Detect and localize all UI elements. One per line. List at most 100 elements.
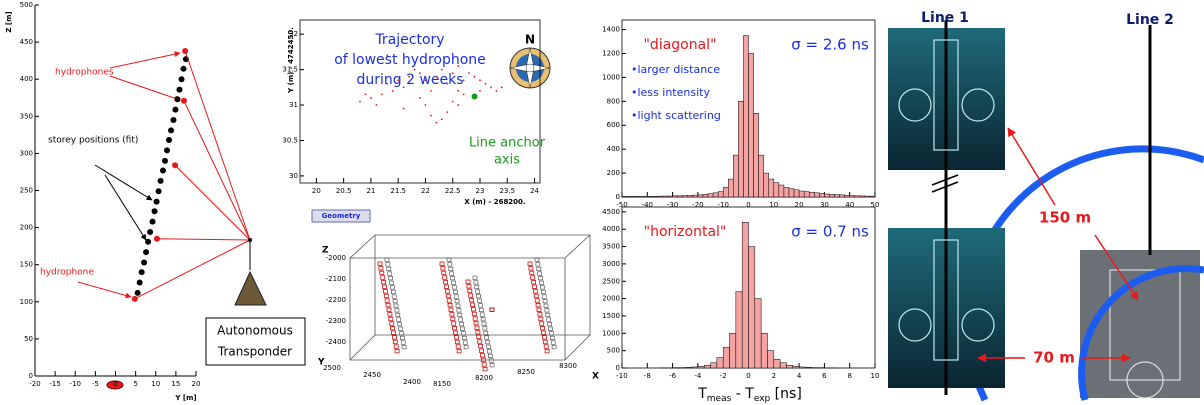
storey-box [385,262,391,267]
storey-box [392,339,398,345]
bar [647,196,653,198]
storey-box [532,284,537,289]
x-tick-label: 4 [797,372,802,380]
x-tick-label: 22.5 [445,187,461,195]
storey-box [472,275,478,280]
title: Trajectory [374,32,444,48]
bullet: •larger distance [631,63,720,76]
y-tick-label: 2500 [323,364,341,372]
bar [702,194,709,198]
point [172,106,179,113]
storey-box [389,321,395,326]
point [386,82,389,85]
storey-box [537,312,543,317]
point [462,79,465,82]
box-3d [349,234,591,361]
x-tick-label: -8 [644,372,651,380]
bar [748,246,756,369]
storey-box [546,317,552,322]
y-tick-label: 400 [20,75,33,83]
bar [707,193,714,198]
annotation: axis [494,153,520,168]
storey-box [535,262,541,267]
annotation: hydrophone [40,268,94,278]
x-tick-label: 50 [871,201,880,209]
x-tick-label: -10 [717,201,728,209]
storey-box [473,280,479,285]
bullet: •light scattering [631,109,721,122]
storey-box [386,307,392,312]
point [424,79,427,82]
x-tick-label: 8300 [559,362,577,370]
bar [631,196,638,198]
storey-box [527,261,533,266]
x-tick-label: 6 [822,372,827,380]
storey-box [479,312,485,317]
point [180,97,187,104]
storey-box [540,325,545,331]
x-tick-label: -20 [692,201,703,209]
bar [667,195,673,198]
point [413,68,416,71]
storey-box [390,325,396,331]
y-tick-label: 150 [20,261,33,269]
point [155,188,162,195]
button-label: Geometry [322,212,361,220]
sigma: σ = 2.6 ns [791,36,869,54]
storey-box [380,275,386,280]
storey-box [488,358,494,363]
storey-box [539,280,544,285]
bar [778,184,785,198]
storey-box [390,285,395,290]
storey-box [445,293,451,299]
storey-box [470,307,476,312]
storey-box [533,293,539,299]
storey-box [460,326,465,331]
point [408,75,410,78]
storey-box [391,335,397,340]
x-tick-label: 15 [171,380,180,388]
storey-box [384,257,390,262]
bar [717,191,724,198]
storey-box [536,307,542,312]
axis-label-part: T [697,386,707,402]
storey-box [482,366,488,372]
storey-box [550,340,556,345]
point [370,97,372,99]
storey-box [465,279,471,284]
storey-box [443,279,449,285]
x-tick-label: -2 [720,372,727,380]
bar [859,195,866,198]
storey-box [459,322,464,327]
point [440,118,443,121]
point [479,79,481,82]
storey-box [544,308,550,313]
y-tick-label: 0 [29,372,33,380]
y-tick-label: 800 [607,97,620,105]
annotation: storey positions (fit) [48,136,138,146]
point [359,100,361,103]
storey-box [463,345,469,350]
bar [748,53,754,198]
storey-box [487,353,493,359]
storey-box [538,316,544,322]
y-tick-label: 600 [607,121,620,129]
bar [672,195,678,198]
storey-box [467,288,473,294]
y-tick-label: 2450 [363,371,381,379]
x-tick-label: -5 [92,380,99,388]
y-tick-label: 350 [20,112,33,120]
point [446,111,449,114]
storey-box [446,257,452,262]
bar [738,101,744,198]
storey-box [535,302,541,308]
storey-box [542,299,548,304]
storey-box [547,322,552,327]
y-tick-label: 400 [607,145,620,153]
storey-box [476,334,482,340]
title: of lowest hydrophone [334,52,486,68]
point [147,229,154,236]
label: Line 2 [1126,12,1174,28]
y-tick-label: 1200 [602,49,620,57]
arrow [77,281,132,299]
